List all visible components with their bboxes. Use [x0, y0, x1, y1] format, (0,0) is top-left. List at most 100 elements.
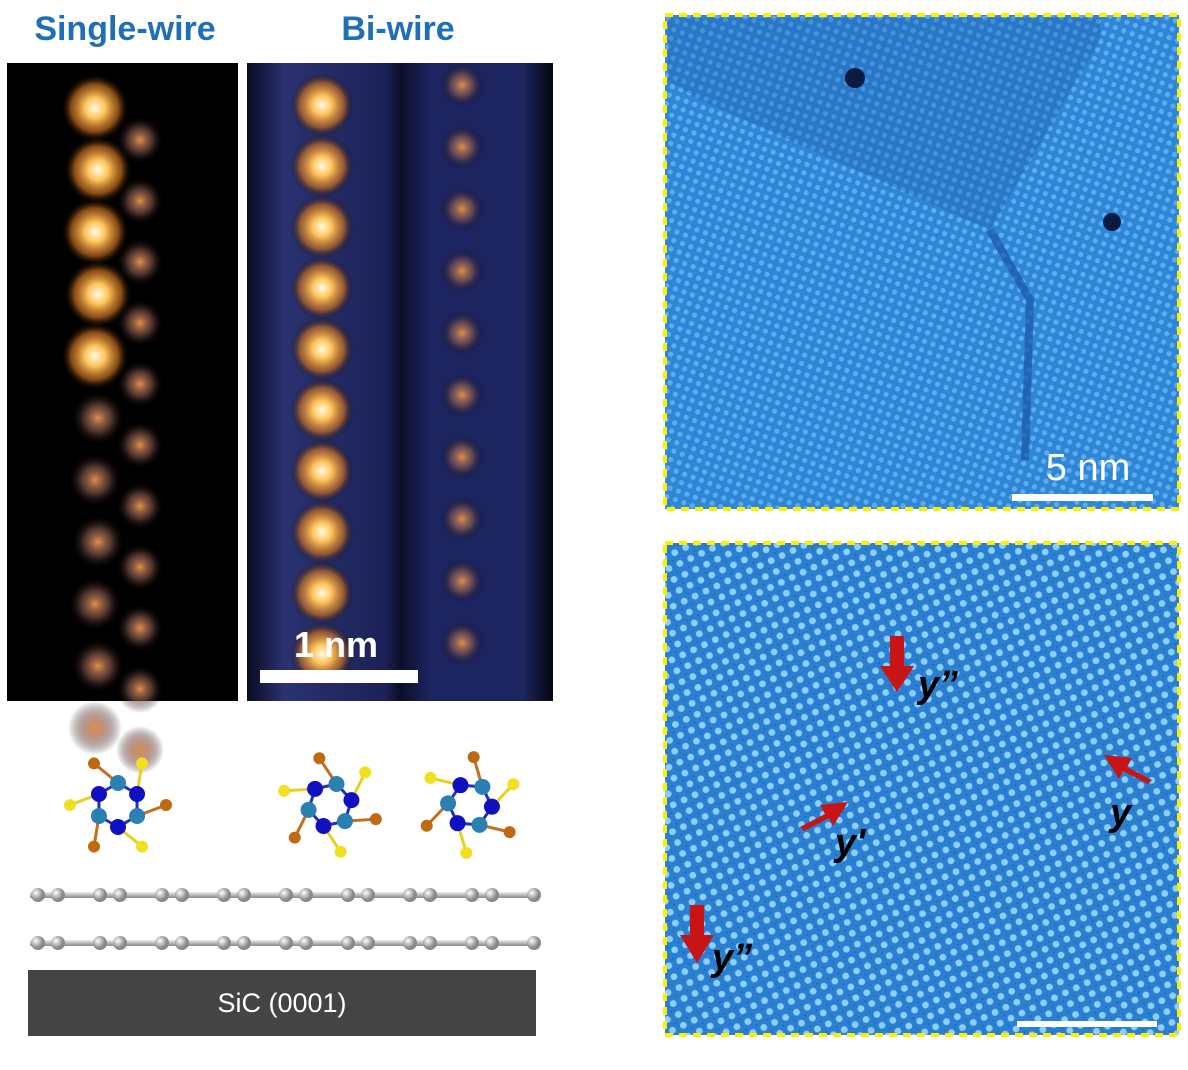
- atom: [465, 888, 479, 902]
- atom: [474, 778, 491, 795]
- atom: [507, 778, 520, 791]
- atom: [290, 561, 354, 625]
- atom: [116, 299, 164, 347]
- terrace: [668, 18, 1100, 230]
- atom: [527, 888, 541, 902]
- atom: [299, 888, 313, 902]
- stm-image: [663, 541, 1181, 1037]
- scale-bar: [260, 670, 418, 683]
- atom: [440, 435, 484, 479]
- atom: [116, 482, 164, 530]
- atom: [315, 818, 332, 835]
- graphene-layers: [30, 888, 541, 950]
- atom: [51, 936, 65, 950]
- atom: [71, 515, 125, 569]
- atom: [110, 775, 126, 791]
- domain-boundary: [986, 228, 1035, 461]
- atom: [116, 665, 164, 713]
- defect: [1103, 213, 1121, 231]
- atom: [483, 798, 500, 815]
- atom: [155, 888, 169, 902]
- atom: [460, 846, 473, 859]
- site-label: y”: [710, 937, 752, 979]
- atom: [313, 752, 326, 765]
- site-label: y”: [916, 664, 958, 706]
- atom: [307, 780, 324, 797]
- arrow: [880, 636, 914, 692]
- atom: [61, 322, 129, 390]
- atom: [299, 936, 313, 950]
- atom: [64, 136, 132, 204]
- atom: [116, 604, 164, 652]
- atom: [61, 198, 129, 266]
- atom: [279, 888, 293, 902]
- atom: [369, 813, 382, 826]
- atom: [359, 766, 372, 779]
- atom: [237, 888, 251, 902]
- substrate-label: SiC (0001): [217, 988, 346, 1018]
- atom: [465, 936, 479, 950]
- atom: [279, 936, 293, 950]
- atom: [68, 577, 122, 631]
- site-label: y': [833, 822, 867, 864]
- atom: [341, 936, 355, 950]
- atom: [93, 936, 107, 950]
- atom: [440, 125, 484, 169]
- site-label: y: [1108, 792, 1133, 834]
- arrow: [800, 802, 848, 831]
- atom: [440, 621, 484, 665]
- atom: [467, 751, 480, 764]
- atom: [290, 73, 354, 137]
- atom: [64, 799, 76, 811]
- atom: [403, 936, 417, 950]
- scale-label: 1 nm: [294, 624, 378, 665]
- panel-title: Bi-wire: [341, 10, 454, 48]
- atom: [440, 559, 484, 603]
- atom: [440, 311, 484, 355]
- atom: [110, 819, 126, 835]
- atom: [440, 63, 484, 107]
- scale-bar: [1012, 494, 1153, 501]
- scale-label: 5 nm: [1046, 447, 1130, 489]
- atom: [452, 777, 469, 794]
- atom: [64, 260, 132, 328]
- atom: [361, 888, 375, 902]
- molecule-models: [64, 751, 520, 859]
- atom: [334, 845, 347, 858]
- atom: [51, 888, 65, 902]
- atom: [485, 888, 499, 902]
- atom: [129, 808, 146, 824]
- atom: [290, 317, 354, 381]
- atom: [116, 116, 164, 164]
- stm-image: [663, 13, 1181, 511]
- substrate: [28, 970, 536, 1036]
- atom: [129, 786, 146, 802]
- arrow: [1104, 755, 1152, 784]
- atom: [341, 888, 355, 902]
- atom: [471, 816, 488, 833]
- atom: [449, 815, 466, 832]
- atom: [136, 757, 148, 770]
- atom: [424, 771, 437, 784]
- atom: [71, 391, 125, 445]
- atom: [71, 639, 125, 693]
- atom: [160, 799, 172, 811]
- atom: [423, 936, 437, 950]
- atom: [88, 840, 100, 853]
- atom: [420, 819, 433, 832]
- scale-bar: [1017, 1021, 1157, 1027]
- atom: [116, 726, 164, 774]
- atom: [361, 936, 375, 950]
- atom: [90, 808, 107, 824]
- atom: [290, 378, 354, 442]
- atom: [31, 936, 45, 950]
- atom: [61, 74, 129, 142]
- atom: [68, 701, 122, 755]
- atom: [31, 888, 45, 902]
- atom: [290, 134, 354, 198]
- atom: [403, 888, 417, 902]
- atom: [440, 497, 484, 541]
- atom: [290, 439, 354, 503]
- atom: [88, 757, 100, 770]
